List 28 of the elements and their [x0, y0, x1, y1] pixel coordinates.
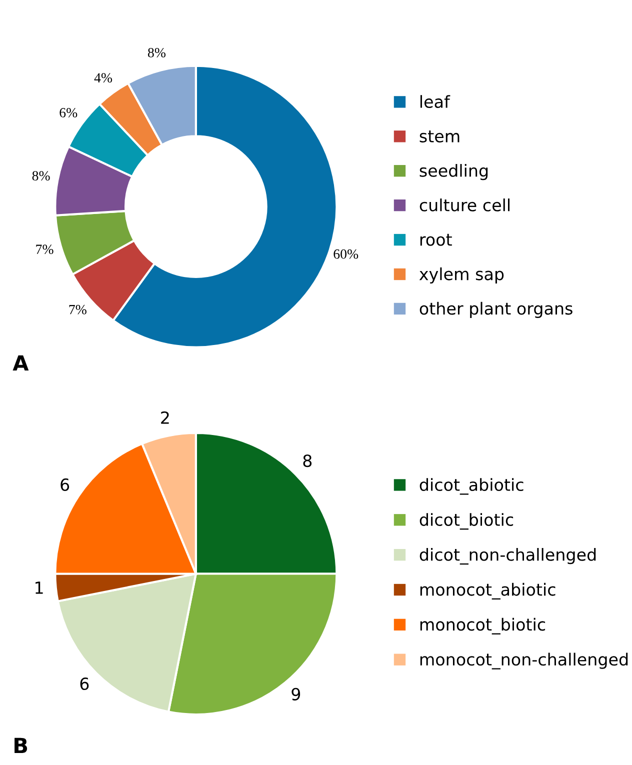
- data-label: 6: [80, 677, 89, 690]
- legend-label: dicot_non-challenged: [420, 548, 596, 565]
- data-label: 1: [36, 582, 43, 594]
- data-label: 7%: [69, 304, 86, 314]
- data-label: 2: [161, 411, 169, 424]
- legend-label: root: [420, 234, 452, 246]
- data-label: 8%: [32, 171, 50, 181]
- text: B: [14, 738, 28, 754]
- legend-label: culture cell: [420, 198, 510, 212]
- data-label: 8%: [148, 48, 166, 58]
- data-label: 6%: [60, 108, 78, 118]
- data-label: 9: [292, 688, 300, 700]
- text: A: [12, 355, 29, 371]
- legend-label: stem: [420, 130, 460, 142]
- legend-label: monocot_biotic: [420, 618, 546, 634]
- legend-label: other plant organs: [420, 302, 572, 318]
- legend-label: monocot_non-challenged: [420, 652, 628, 670]
- legend-label: dicot_biotic: [420, 513, 514, 530]
- legend-label: dicot_abiotic: [420, 478, 524, 495]
- data-label: 6: [60, 478, 70, 491]
- data-label: 7%: [36, 244, 54, 254]
- legend-label: leaf: [420, 95, 450, 108]
- data-label: 8: [303, 454, 312, 468]
- legend-label: seedling: [420, 164, 488, 180]
- data-label: 4%: [94, 73, 112, 83]
- legend-label: xylem sap: [419, 267, 504, 284]
- data-label: 60%: [334, 249, 358, 259]
- legend-label: monocot_abiotic: [420, 582, 556, 600]
